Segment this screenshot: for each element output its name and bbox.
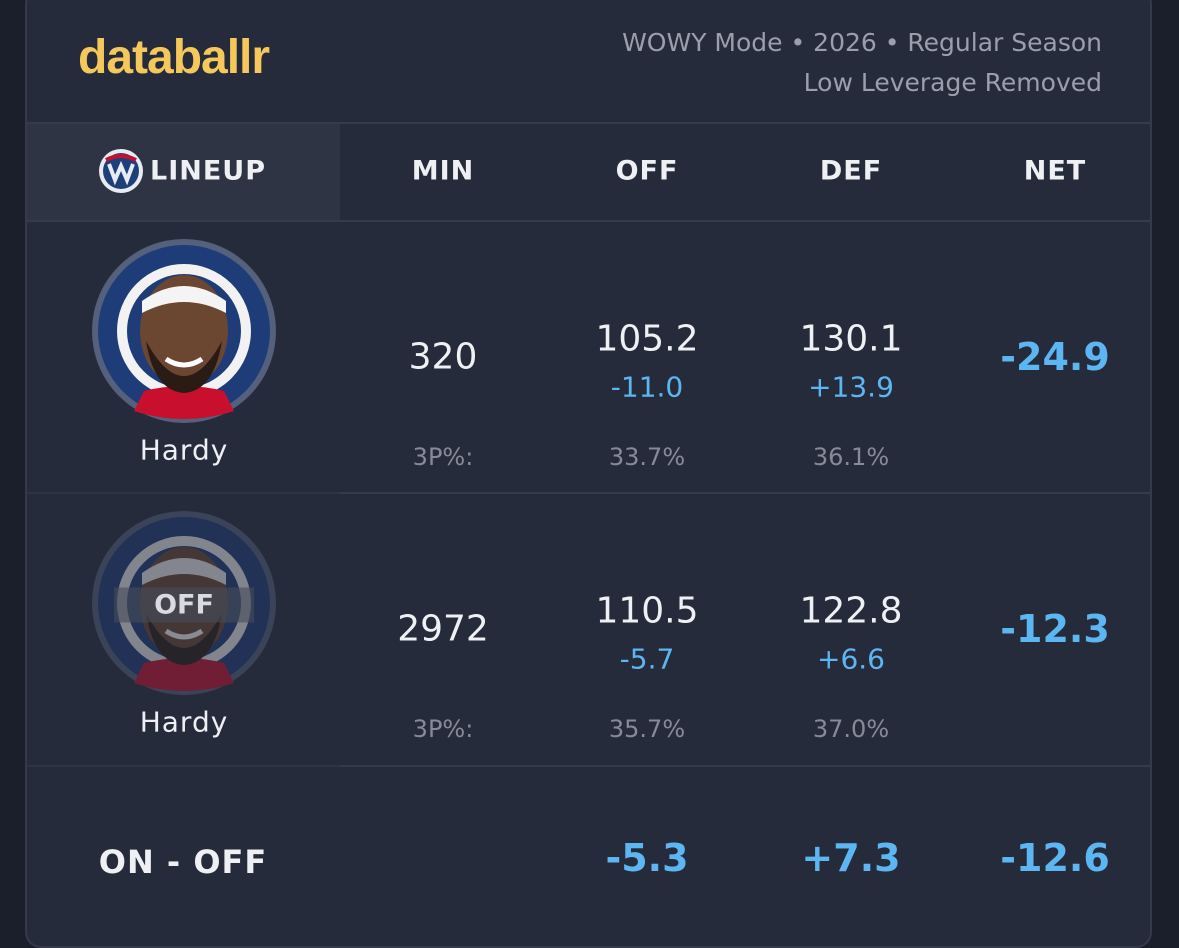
column-header: LINEUP: [149, 155, 267, 187]
player-name: Hardy: [139, 433, 229, 467]
off-stat: 33.7%: [608, 443, 686, 471]
summary-net: -12.6: [1000, 836, 1110, 880]
column-header: DEF: [819, 155, 883, 187]
off-rating: 105.2: [595, 318, 699, 360]
stat-label: 3P%:: [412, 715, 474, 743]
off-rating: 110.5: [595, 590, 699, 632]
def-stat: 37.0%: [812, 715, 890, 743]
net-rating: -24.9: [1000, 335, 1110, 379]
column-header: NET: [1023, 155, 1087, 187]
player-name: Hardy: [139, 705, 229, 739]
divider: [340, 765, 1151, 767]
summary-def: +7.3: [801, 836, 901, 880]
summary-off: -5.3: [605, 836, 689, 880]
player-avatar: [92, 239, 276, 423]
def-rating: 130.1: [799, 318, 903, 360]
divider: [27, 220, 1151, 222]
column-header: MIN: [411, 155, 475, 187]
divider: [27, 765, 340, 767]
stat-label: 3P%:: [412, 443, 474, 471]
minutes: 320: [408, 336, 478, 378]
off-diff: -5.7: [619, 642, 675, 676]
column-header: OFF: [615, 155, 679, 187]
lineup-header-bg: [27, 124, 340, 221]
minutes: 2972: [397, 608, 489, 650]
summary-label: ON - OFF: [98, 843, 268, 881]
net-rating: -12.3: [1000, 607, 1110, 651]
divider: [27, 122, 1151, 124]
off-stat: 35.7%: [608, 715, 686, 743]
off-badge: OFF: [114, 587, 254, 623]
subtitle: Low Leverage Removed: [803, 68, 1102, 97]
def-diff: +13.9: [808, 370, 894, 404]
divider: [27, 492, 340, 494]
subtitle: WOWY Mode • 2026 • Regular Season: [622, 28, 1102, 57]
off-diff: -11.0: [610, 370, 684, 404]
divider: [340, 492, 1151, 494]
def-stat: 36.1%: [812, 443, 890, 471]
brand: databallr: [78, 31, 270, 84]
def-diff: +6.6: [817, 642, 885, 676]
team-logo: [99, 149, 143, 193]
def-rating: 122.8: [799, 590, 903, 632]
